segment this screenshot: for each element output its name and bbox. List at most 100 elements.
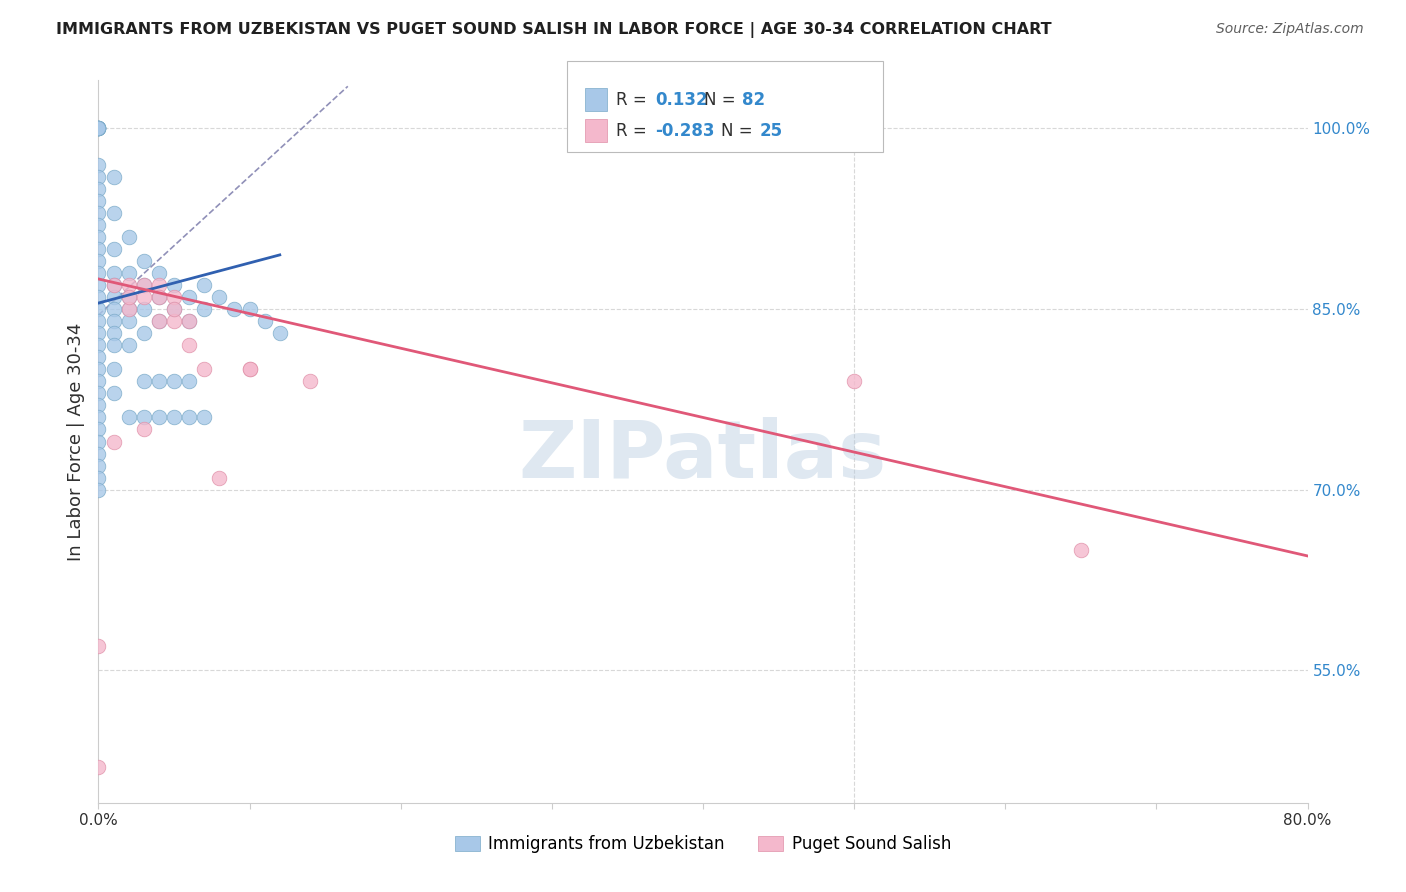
Point (87, 640, 110, 654)
Point (179, 410, 201, 425)
Point (103, 169, 125, 184)
Point (87, 326, 110, 341)
Point (163, 290, 186, 304)
Point (87, 121, 110, 136)
Point (132, 326, 155, 341)
Text: -0.283: -0.283 (655, 122, 714, 140)
Point (87, 447, 110, 461)
Text: R =: R = (616, 122, 652, 140)
Point (103, 290, 125, 304)
Point (132, 301, 155, 317)
Point (87, 182, 110, 196)
Point (103, 326, 125, 341)
Point (163, 410, 186, 425)
Point (87, 205, 110, 219)
Point (118, 230, 141, 244)
Point (148, 314, 170, 328)
Point (132, 254, 155, 268)
Point (87, 169, 110, 184)
Point (148, 278, 170, 293)
Point (208, 471, 231, 485)
Point (163, 314, 186, 328)
Point (87, 121, 110, 136)
Point (163, 301, 186, 317)
Point (844, 375, 866, 389)
Point (103, 386, 125, 401)
Point (87, 121, 110, 136)
Point (269, 326, 291, 341)
Point (1070, 542, 1092, 557)
Point (87, 230, 110, 244)
Point (118, 301, 141, 317)
Point (87, 242, 110, 256)
Point (299, 375, 322, 389)
Point (87, 434, 110, 449)
Point (87, 194, 110, 208)
Point (87, 218, 110, 232)
Point (148, 290, 170, 304)
Point (148, 266, 170, 280)
Point (148, 290, 170, 304)
Point (118, 290, 141, 304)
Text: 25: 25 (759, 122, 782, 140)
Point (87, 362, 110, 376)
Point (87, 760, 110, 774)
Point (87, 266, 110, 280)
Point (208, 290, 231, 304)
Point (193, 301, 215, 317)
Point (163, 278, 186, 293)
Point (87, 483, 110, 497)
Point (224, 301, 246, 317)
Point (193, 410, 215, 425)
Point (87, 458, 110, 473)
Point (87, 121, 110, 136)
Point (87, 121, 110, 136)
Point (118, 290, 141, 304)
Point (103, 362, 125, 376)
Point (179, 375, 201, 389)
Point (193, 278, 215, 293)
Point (193, 362, 215, 376)
Point (239, 362, 262, 376)
Point (103, 278, 125, 293)
Text: 82: 82 (742, 91, 765, 109)
Point (87, 471, 110, 485)
Point (87, 121, 110, 136)
Point (87, 375, 110, 389)
Point (87, 338, 110, 352)
Point (87, 350, 110, 364)
Point (179, 314, 201, 328)
Text: R =: R = (616, 91, 652, 109)
Point (179, 290, 201, 304)
Text: ZIPatlas: ZIPatlas (519, 417, 887, 495)
Point (239, 362, 262, 376)
Point (253, 314, 276, 328)
Point (148, 375, 170, 389)
Point (87, 158, 110, 172)
Point (87, 121, 110, 136)
Text: Source: ZipAtlas.com: Source: ZipAtlas.com (1216, 22, 1364, 37)
Point (179, 338, 201, 352)
Point (87, 314, 110, 328)
Point (132, 423, 155, 437)
Point (87, 301, 110, 317)
Point (118, 301, 141, 317)
Point (148, 410, 170, 425)
Point (103, 434, 125, 449)
Point (163, 301, 186, 317)
Text: IMMIGRANTS FROM UZBEKISTAN VS PUGET SOUND SALISH IN LABOR FORCE | AGE 30-34 CORR: IMMIGRANTS FROM UZBEKISTAN VS PUGET SOUN… (56, 22, 1052, 38)
Point (103, 278, 125, 293)
Point (163, 375, 186, 389)
Point (118, 266, 141, 280)
Point (118, 278, 141, 293)
Point (132, 375, 155, 389)
Point (103, 205, 125, 219)
Text: N =: N = (721, 122, 758, 140)
Text: 0.132: 0.132 (655, 91, 707, 109)
Point (87, 398, 110, 412)
Point (118, 338, 141, 352)
Point (118, 410, 141, 425)
Point (132, 290, 155, 304)
Point (103, 338, 125, 352)
Point (87, 254, 110, 268)
